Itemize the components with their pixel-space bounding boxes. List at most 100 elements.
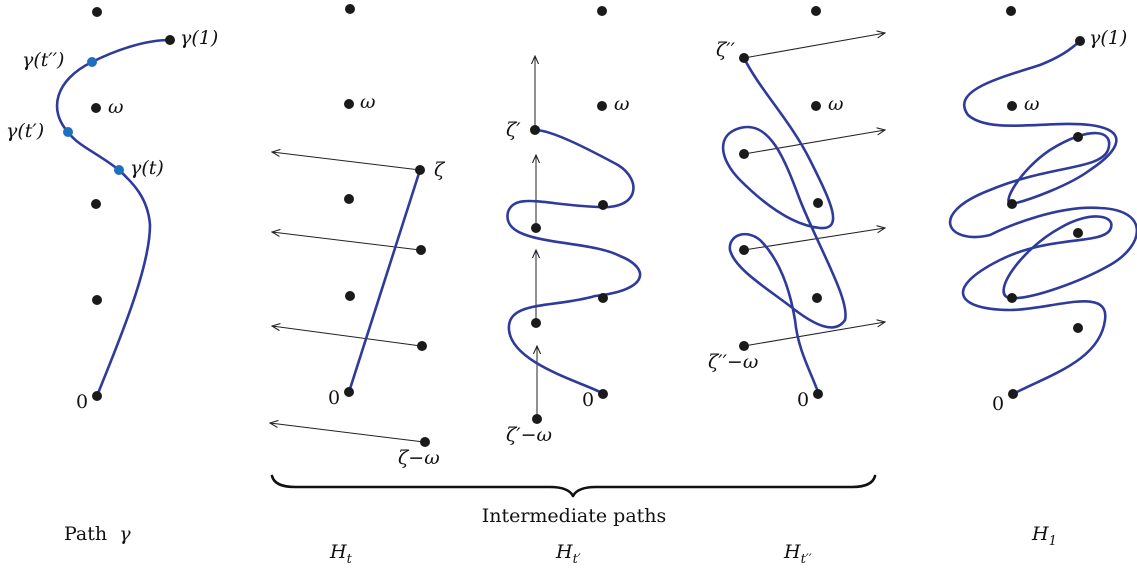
panel-h-t2: ζ′′ ω ζ′′−ω 0 Ht′′: [708, 6, 885, 567]
h-t-curve: [347, 168, 422, 394]
lattice-point: [1073, 228, 1083, 238]
h-1-curve: [948, 39, 1137, 396]
caption-h-t: Ht: [329, 541, 353, 567]
label-omega: ω: [108, 96, 124, 118]
omega-point: [811, 101, 821, 111]
lattice-point: [92, 7, 102, 17]
h-t1-curve: [506, 128, 642, 394]
label-zeta: ζ: [434, 159, 446, 181]
lattice-point: [812, 293, 822, 303]
caption-gamma-symbol: γ: [119, 523, 131, 545]
label-gamma-1: γ(1): [180, 27, 218, 49]
lattice-point: [813, 198, 823, 208]
label-origin: 0: [992, 393, 1004, 415]
label-gamma-t: γ(t): [130, 157, 164, 179]
lattice-point: [597, 6, 607, 16]
label-zeta-minus-omega: ζ′−ω: [506, 424, 552, 446]
lattice-point: [739, 149, 749, 159]
omega-point: [91, 103, 101, 113]
gamma-t1-point: [63, 127, 73, 137]
translation-arrow: [272, 152, 421, 171]
intermediate-paths-brace-group: Intermediate paths: [270, 474, 877, 527]
lattice-point: [416, 245, 426, 255]
label-omega: ω: [360, 91, 376, 113]
translation-arrow: [743, 33, 885, 59]
lattice-point: [91, 199, 101, 209]
caption-h-base: H: [555, 541, 573, 563]
gamma-1-point: [1075, 36, 1085, 46]
gamma-t2-point: [87, 57, 97, 67]
label-origin: 0: [797, 389, 809, 411]
lattice-point: [345, 291, 355, 301]
caption-h-t1: Ht′: [555, 541, 581, 567]
origin-point: [598, 389, 608, 399]
origin-point: [344, 387, 354, 397]
lattice-point: [1007, 293, 1017, 303]
label-omega: ω: [614, 93, 630, 115]
zeta-minus-omega-point: [420, 437, 430, 447]
origin-point: [1008, 389, 1018, 399]
zeta-point: [739, 53, 749, 63]
label-zeta-minus-omega: ζ′′−ω: [708, 351, 758, 373]
caption-h-sub: t′′: [801, 552, 812, 567]
zeta-minus-omega-point: [532, 414, 542, 424]
lattice-point: [739, 245, 749, 255]
label-omega: ω: [1024, 93, 1040, 115]
lattice-point: [1073, 132, 1083, 142]
lattice-point: [1006, 6, 1016, 16]
panel-h-1: γ(1) ω 0 H1: [948, 6, 1137, 549]
label-gamma-t1: γ(t′): [6, 120, 44, 142]
caption-h-1: H1: [1031, 523, 1057, 549]
panel-path-gamma: γ(1) γ(t′′) ω γ(t′) γ(t) 0 Path γ: [6, 7, 218, 545]
intermediate-paths-brace: [270, 474, 877, 498]
zeta-minus-omega-point: [739, 341, 749, 351]
label-origin: 0: [328, 387, 340, 409]
translation-arrow: [272, 326, 422, 347]
label-origin: 0: [76, 391, 88, 413]
translation-arrow: [743, 322, 885, 347]
lattice-point: [531, 223, 541, 233]
caption-h-sub: t′: [573, 552, 581, 567]
origin-point: [813, 389, 823, 399]
label-gamma-t2: γ(t′′): [22, 49, 64, 71]
label-zeta: ζ′: [506, 119, 521, 141]
caption-h-base: H: [1031, 523, 1049, 545]
omega-point: [597, 101, 607, 111]
label-gamma-1: γ(1): [1089, 27, 1127, 49]
lattice-point: [598, 200, 608, 210]
panel-h-t1: ω ζ′ 0 ζ′−ω Ht′: [506, 6, 642, 567]
gamma-1-point: [165, 35, 175, 45]
lattice-point: [92, 295, 102, 305]
panel-h-t: ω ζ 0 ζ−ω Ht: [270, 4, 446, 567]
h-t2-curve: [721, 56, 847, 394]
lattice-point: [1073, 323, 1083, 333]
label-omega: ω: [828, 93, 844, 115]
label-zeta-minus-omega: ζ−ω: [398, 447, 440, 469]
lattice-point: [1007, 199, 1017, 209]
lattice-point: [417, 341, 427, 351]
label-zeta: ζ′′: [716, 39, 736, 61]
zeta-point: [415, 165, 425, 175]
intermediate-paths-caption: Intermediate paths: [482, 505, 667, 527]
lattice-point: [345, 4, 355, 14]
omega-point: [344, 99, 354, 109]
caption-h-base: H: [329, 541, 347, 563]
caption-h-base: H: [783, 541, 801, 563]
translation-arrow: [743, 130, 885, 155]
lattice-point: [598, 293, 608, 303]
lattice-point: [811, 6, 821, 16]
omega-point: [1007, 101, 1017, 111]
caption-path-gamma: Path γ: [64, 523, 131, 545]
caption-h-sub: t: [347, 552, 353, 567]
lattice-point: [344, 194, 354, 204]
caption-h-sub: 1: [1049, 534, 1057, 549]
lattice-point: [531, 318, 541, 328]
zeta-point: [530, 125, 540, 135]
caption-h-t2: Ht′′: [783, 541, 812, 567]
gamma-t-point: [114, 165, 124, 175]
translation-arrow: [270, 423, 425, 443]
caption-path-word: Path: [64, 523, 107, 545]
translation-arrow: [743, 228, 885, 251]
path-gamma-curve: [55, 38, 172, 398]
